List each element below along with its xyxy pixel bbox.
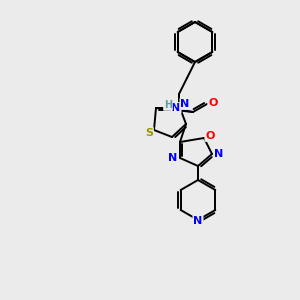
Text: N: N [171, 103, 181, 113]
Text: H: H [164, 100, 172, 110]
Text: N: N [194, 216, 202, 226]
Text: N: N [214, 149, 224, 159]
Text: N: N [180, 99, 190, 109]
Text: S: S [145, 128, 153, 138]
Text: O: O [205, 131, 215, 141]
Text: N: N [168, 153, 178, 163]
Text: O: O [208, 98, 218, 108]
